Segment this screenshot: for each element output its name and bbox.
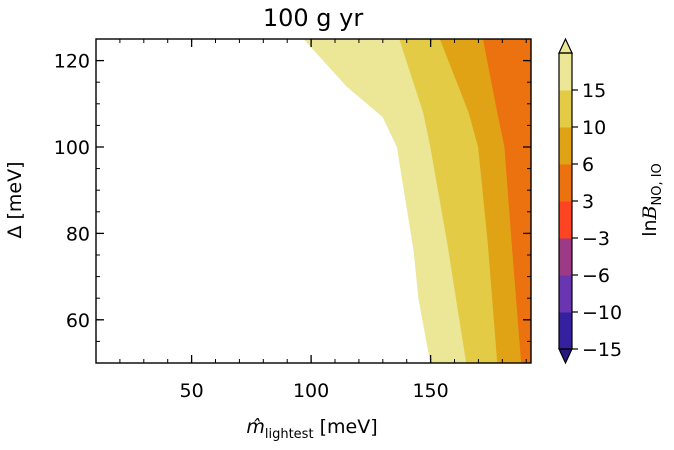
chart-title: 100 g yr <box>263 4 364 32</box>
plot-frame <box>95 38 532 364</box>
x-tick-label: 100 <box>293 380 329 402</box>
colorbar-tick-label: −6 <box>582 265 610 287</box>
x-tick-label: 50 <box>180 380 204 402</box>
colorbar-band <box>559 53 572 91</box>
y-axis-label: Δ [meV] <box>4 161 26 238</box>
x-axis-label-sub: lightest <box>265 427 314 442</box>
colorbar-tick-label: −15 <box>582 339 622 361</box>
x-axis-label: m̂lightest [meV] <box>246 416 377 442</box>
y-tick-label: 100 <box>54 137 90 159</box>
colorbar-label-script: B <box>639 205 661 220</box>
colorbar-band <box>559 312 572 350</box>
colorbar-tick-label: 10 <box>582 117 606 139</box>
colorbar-band <box>559 90 572 128</box>
x-axis-label-unit: [meV] <box>314 416 378 438</box>
colorbar-tick-label: 15 <box>582 80 606 102</box>
y-tick-label: 120 <box>54 51 90 73</box>
colorbar-extend-max <box>558 37 573 54</box>
colorbar-label-sub: NO, IO <box>650 163 665 205</box>
colorbar-tick-label: 6 <box>582 154 594 176</box>
colorbar-band <box>559 238 572 276</box>
x-axis-label-main: m̂ <box>246 416 265 438</box>
colorbar-tick-label: 3 <box>582 191 594 213</box>
y-tick-label: 80 <box>66 223 90 245</box>
colorbar-tick-label: −10 <box>582 302 622 324</box>
colorbar-label: lnBNO, IO <box>639 163 665 237</box>
y-tick-label: 60 <box>66 310 90 332</box>
colorbar-band <box>559 127 572 165</box>
colorbar-band <box>559 275 572 313</box>
colorbar-extend-min <box>558 348 573 365</box>
colorbar-label-main: ln <box>639 219 661 236</box>
colorbar-tick-label: −3 <box>582 228 610 250</box>
colorbar-band <box>559 164 572 202</box>
x-tick-label: 150 <box>412 380 448 402</box>
axes: 50 100 150 60 80 100 120 <box>54 38 532 402</box>
colorbar: −15 −10 −6 −3 3 6 10 15 <box>558 37 622 365</box>
plot-area <box>303 38 532 364</box>
colorbar-band <box>559 201 572 239</box>
